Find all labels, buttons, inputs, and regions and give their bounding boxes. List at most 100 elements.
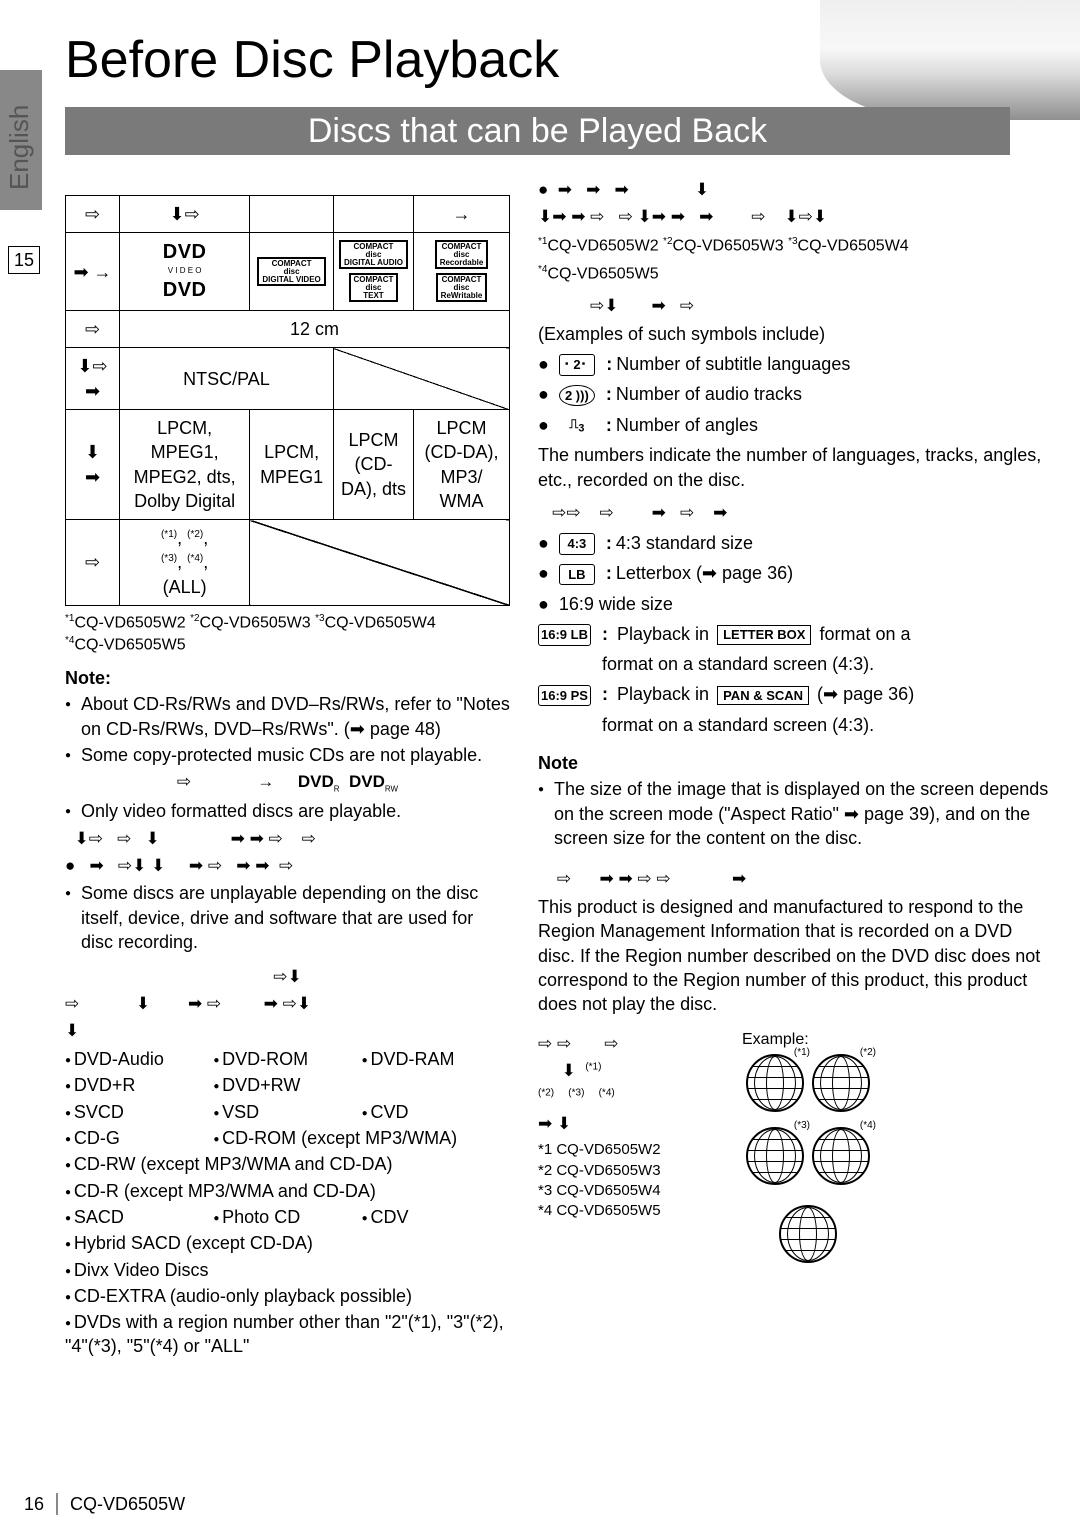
- page-footer: 16 CQ-VD6505W: [24, 1492, 185, 1516]
- region-arrows-2: ⬇ (*1): [538, 1060, 718, 1083]
- sym-sub-text: Number of subtitle languages: [616, 354, 850, 374]
- row-size-value: 12 cm: [120, 311, 510, 348]
- u-10: CD-ROM (except MP3/WMA): [213, 1126, 510, 1150]
- badge-lb: LB: [559, 564, 595, 586]
- arrow-flow-5: ⬇: [65, 1020, 510, 1043]
- badge-169ps: 16:9 PS: [538, 685, 591, 707]
- globe-1: (*1): [742, 1050, 808, 1123]
- note-1: About CD-Rs/RWs and DVD–Rs/RWs, refer to…: [65, 692, 510, 741]
- u-2: DVD-RAM: [362, 1047, 510, 1071]
- right-arrows-5: ⇨ ➡ ➡ ⇨ ⇨ ➡: [538, 868, 1050, 891]
- u-r2-1: Divx Video Discs: [65, 1258, 510, 1282]
- u-4: DVD+RW: [213, 1073, 361, 1097]
- right-arrows-4: ⇨⇨ ⇨ ➡ ⇨ ➡: [538, 502, 1050, 525]
- sym-169lb: 16:9 LB : Playback in LETTER BOX format …: [538, 622, 1050, 646]
- right-models-1: *1CQ-VD6505W2 *2CQ-VD6505W3 *3CQ-VD6505W…: [538, 235, 1050, 257]
- fn1: CQ-VD6505W2: [74, 614, 185, 631]
- u-r2-0: Hybrid SACD (except CD-DA): [65, 1231, 510, 1255]
- u2-1: Photo CD: [213, 1205, 361, 1229]
- sym-angle: ● ⎍3 :Number of angles: [538, 413, 1050, 438]
- note-header-left: Note:: [65, 666, 510, 690]
- language-tab: English: [0, 70, 42, 210]
- right-note-body: The size of the image that is displayed …: [538, 777, 1050, 850]
- u2-0: SACD: [65, 1205, 213, 1229]
- audio-c3: LPCM (CD-DA), dts: [333, 409, 413, 519]
- angle-icon: ⎍3: [559, 414, 595, 437]
- sym-subtitle: ● ⠂2⠂ :Number of subtitle languages: [538, 352, 1050, 376]
- logo-cd-cell: COMPACTdiscDIGITAL AUDIO COMPACTdiscTEXT: [333, 233, 413, 311]
- sym-43: ● 4:3 :4:3 standard size: [538, 531, 1050, 555]
- dvd-logo-row: ⇨ → DVDR DVDRW: [65, 771, 510, 795]
- globe-all: [742, 1201, 874, 1274]
- region-arrows-1: ⇨ ⇨ ⇨: [538, 1033, 718, 1056]
- rm-m1: *2 CQ-VD6505W3: [538, 1161, 718, 1181]
- u-8: CVD: [362, 1100, 510, 1124]
- logo-dvd-cell: DVDV I D E O DVD: [120, 233, 250, 311]
- page-title: Before Disc Playback: [65, 25, 559, 95]
- audio-icon: 2 ))): [559, 385, 595, 407]
- wide169-text: 16:9 wide size: [559, 594, 673, 614]
- u-1: DVD-ROM: [213, 1047, 361, 1071]
- note-2: Some copy-protected music CDs are not pl…: [65, 743, 510, 767]
- hero-image: [820, 0, 1080, 120]
- col-head-vcd: [250, 196, 334, 233]
- note-3: Only video formatted discs are playable.: [65, 799, 510, 823]
- right-arrows-1: ● ➡ ➡ ➡ ⬇: [538, 179, 1050, 202]
- region-all: (ALL): [163, 577, 207, 597]
- u-3: DVD+R: [65, 1073, 213, 1097]
- globe-grid: (*1) (*2) (*3) (*4): [742, 1050, 874, 1195]
- note-4: Some discs are unplayable depending on t…: [65, 881, 510, 954]
- u-r1: CD-R (except MP3/WMA and CD-DA): [65, 1179, 510, 1203]
- fn3: CQ-VD6505W4: [325, 614, 436, 631]
- sym-169: ● 16:9 wide size: [538, 592, 1050, 616]
- row-audio-label: ⬇➡: [66, 409, 120, 519]
- logo-cdr-cell: COMPACTdiscRecordable COMPACTdiscReWrita…: [413, 233, 509, 311]
- slb-text: Letterbox (➡ page 36): [616, 563, 793, 583]
- u-r0: CD-RW (except MP3/WMA and CD-DA): [65, 1152, 510, 1176]
- region-diagram: ⇨ ⇨ ⇨ ⬇ (*1) (*2) (*3) (*4) ➡ ⬇ *1 CQ-VD…: [538, 1029, 1050, 1274]
- subtitle-icon: ⠂2⠂: [559, 354, 595, 376]
- col-head-dvd: ⬇⇨: [120, 196, 250, 233]
- audio-c1: LPCM, MPEG1, MPEG2, dts, Dolby Digital: [120, 409, 250, 519]
- u-r2-3: DVDs with a region number other than "2"…: [65, 1310, 510, 1359]
- region-management-section: This product is designed and manufacture…: [538, 895, 1050, 1016]
- u-r2-2: CD-EXTRA (audio-only playback possible): [65, 1284, 510, 1308]
- u2-2: CDV: [362, 1205, 510, 1229]
- col-head-cd: [333, 196, 413, 233]
- sym-audio: ● 2 ))) :Number of audio tracks: [538, 382, 1050, 406]
- s169ps-t1: Playback in: [617, 684, 709, 704]
- row-video-label: ⬇⇨➡: [66, 348, 120, 410]
- region-arrows-4: ➡ ⬇: [538, 1113, 718, 1136]
- rm-m0: *1 CQ-VD6505W2: [538, 1140, 718, 1160]
- row-video-diag: [333, 348, 509, 410]
- row-region-label: ⇨: [66, 520, 120, 606]
- arrow-flow-1: ⬇⇨ ⇨ ⬇ ➡ ➡ ⇨ ⇨: [65, 828, 510, 851]
- examples-hdr: (Examples of such symbols include): [538, 322, 1050, 346]
- rm-m3: *4 CQ-VD6505W5: [538, 1201, 718, 1221]
- arrow-flow-3: ⇨⬇: [65, 966, 510, 989]
- left-column: ⇨ ⬇⇨ → ➡ → DVDV I D E O DVD COMPACTdiscD…: [65, 175, 510, 1486]
- s169lb-t1: Playback in: [617, 624, 709, 644]
- unsupported-grid: DVD-Audio DVD-ROM DVD-RAM DVD+R DVD+RW .…: [65, 1047, 510, 1359]
- region-diag: [250, 520, 510, 606]
- fn2: CQ-VD6505W3: [200, 614, 311, 631]
- s43-text: 4:3 standard size: [616, 533, 753, 553]
- right-arrows-3: ⇨⬇ ➡ ⇨: [538, 295, 1050, 318]
- right-column: ● ➡ ➡ ➡ ⬇ ⬇➡ ➡ ⇨ ⇨ ⬇➡ ➡ ➡ ⇨ ⬇⇨⬇ *1CQ-VD6…: [538, 175, 1050, 1486]
- notes-list-3: Some discs are unplayable depending on t…: [65, 881, 510, 954]
- numbers-indicate: The numbers indicate the number of langu…: [538, 443, 1050, 492]
- notes-list-2: Only video formatted discs are playable.: [65, 799, 510, 823]
- sym-audio-text: Number of audio tracks: [616, 384, 802, 404]
- note-header-right: Note: [538, 751, 1050, 775]
- row-logo-label: ➡ →: [66, 233, 120, 311]
- s169lb-t2: format on a standard screen (4:3).: [538, 652, 1050, 676]
- sym-169ps: 16:9 PS : Playback in PAN & SCAN (➡ page…: [538, 682, 1050, 706]
- globe-3: (*3): [742, 1123, 808, 1196]
- globe-4: (*4): [808, 1123, 874, 1196]
- disc-compatibility-table: ⇨ ⬇⇨ → ➡ → DVDV I D E O DVD COMPACTdiscD…: [65, 195, 510, 606]
- footer-divider: [56, 1493, 58, 1515]
- footer-page-num: 16: [24, 1492, 44, 1516]
- content-area: ⇨ ⬇⇨ → ➡ → DVDV I D E O DVD COMPACTdiscD…: [65, 175, 1050, 1486]
- fn4: CQ-VD6505W5: [74, 636, 185, 653]
- table-footnotes: *1CQ-VD6505W2 *2CQ-VD6505W3 *3CQ-VD6505W…: [65, 612, 510, 656]
